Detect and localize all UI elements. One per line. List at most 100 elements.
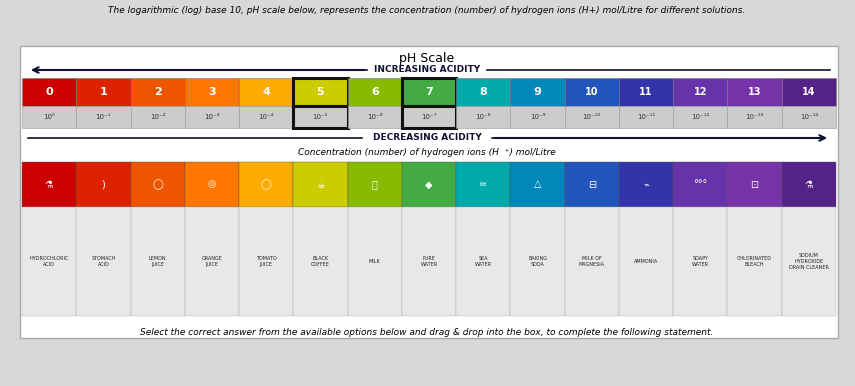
Bar: [348, 106, 402, 128]
Bar: [510, 106, 564, 128]
Text: ⊡: ⊡: [751, 179, 758, 190]
Text: 10⁻⁴: 10⁻⁴: [258, 114, 274, 120]
Bar: [619, 78, 673, 106]
Bar: [456, 207, 510, 316]
Bar: [239, 106, 293, 128]
Text: SEA
WATER: SEA WATER: [475, 256, 492, 267]
Text: 10⁻⁸: 10⁻⁸: [475, 114, 491, 120]
Text: BLACK
COFFEE: BLACK COFFEE: [311, 256, 330, 267]
Bar: [510, 207, 564, 316]
Bar: [131, 207, 185, 316]
Text: ◯: ◯: [152, 179, 163, 190]
Text: 14: 14: [802, 87, 816, 97]
Bar: [185, 162, 239, 207]
Text: 10⁻²: 10⁻²: [150, 114, 166, 120]
Text: 11: 11: [640, 87, 653, 97]
Bar: [402, 78, 456, 106]
Text: ☕: ☕: [316, 179, 325, 190]
Text: 10⁻¹⁴: 10⁻¹⁴: [799, 114, 818, 120]
Text: 10⁻¹¹: 10⁻¹¹: [637, 114, 655, 120]
Bar: [781, 106, 836, 128]
Text: °°°: °°°: [693, 179, 707, 190]
Bar: [728, 207, 781, 316]
Text: TOMATO
JUICE: TOMATO JUICE: [256, 256, 276, 267]
Bar: [348, 78, 402, 106]
Bar: [185, 78, 239, 106]
Bar: [22, 78, 76, 106]
Text: 10⁻³: 10⁻³: [204, 114, 220, 120]
Text: 10⁻⁶: 10⁻⁶: [367, 114, 382, 120]
Bar: [619, 162, 673, 207]
Bar: [456, 106, 510, 128]
Text: BAKING
SODA: BAKING SODA: [528, 256, 547, 267]
Bar: [293, 106, 348, 128]
Text: SODIUM
HYDROXIDE
DRAIN CLEANER: SODIUM HYDROXIDE DRAIN CLEANER: [789, 253, 828, 270]
Bar: [76, 162, 131, 207]
Bar: [22, 162, 76, 207]
Bar: [728, 162, 781, 207]
Bar: [619, 207, 673, 316]
Bar: [456, 162, 510, 207]
Text: ◆: ◆: [425, 179, 433, 190]
Bar: [185, 106, 239, 128]
Bar: [728, 106, 781, 128]
Bar: [510, 78, 564, 106]
Text: 10⁻¹: 10⁻¹: [96, 114, 111, 120]
Bar: [293, 207, 348, 316]
Text: 10⁻¹³: 10⁻¹³: [746, 114, 764, 120]
Text: HYDROCHLORIC
ACID: HYDROCHLORIC ACID: [29, 256, 68, 267]
Bar: [402, 207, 456, 316]
Bar: [239, 207, 293, 316]
Text: 12: 12: [693, 87, 707, 97]
Text: 0: 0: [45, 87, 53, 97]
Bar: [22, 106, 76, 128]
Bar: [76, 78, 131, 106]
Text: 🥛: 🥛: [372, 179, 378, 190]
Text: SOAPY
WATER: SOAPY WATER: [692, 256, 709, 267]
Bar: [131, 106, 185, 128]
Bar: [673, 78, 728, 106]
Text: ⌁: ⌁: [643, 179, 649, 190]
Text: ⚗: ⚗: [44, 179, 54, 190]
Bar: [131, 162, 185, 207]
Text: 10⁰: 10⁰: [44, 114, 55, 120]
Bar: [76, 106, 131, 128]
Text: 10⁻⁵: 10⁻⁵: [313, 114, 328, 120]
Bar: [564, 78, 619, 106]
Bar: [564, 162, 619, 207]
Bar: [619, 106, 673, 128]
Text: The logarithmic (log) base 10, pH scale below, represents the concentration (num: The logarithmic (log) base 10, pH scale …: [109, 6, 746, 15]
Text: MILK OF
MAGNESIA: MILK OF MAGNESIA: [579, 256, 604, 267]
Text: pH Scale: pH Scale: [399, 52, 455, 65]
Text: PURE
WATER: PURE WATER: [421, 256, 438, 267]
Bar: [22, 207, 76, 316]
Text: INCREASING ACIDITY: INCREASING ACIDITY: [374, 66, 480, 74]
Text: 13: 13: [748, 87, 761, 97]
Bar: [781, 78, 836, 106]
Bar: [185, 207, 239, 316]
Text: 10: 10: [585, 87, 598, 97]
Text: 7: 7: [425, 87, 433, 97]
Text: 10⁻⁷: 10⁻⁷: [422, 114, 437, 120]
Bar: [293, 78, 348, 106]
Bar: [131, 78, 185, 106]
Text: ⊟: ⊟: [587, 179, 596, 190]
Text: 10⁻¹²: 10⁻¹²: [691, 114, 710, 120]
Bar: [348, 162, 402, 207]
Bar: [564, 207, 619, 316]
Text: ORANGE
JUICE: ORANGE JUICE: [202, 256, 222, 267]
Text: Concentration (number) of hydrogen ions (H  ⁺) mol/Litre: Concentration (number) of hydrogen ions …: [298, 148, 556, 157]
Text: MILK: MILK: [369, 259, 380, 264]
Text: 1: 1: [99, 87, 107, 97]
Bar: [781, 162, 836, 207]
Text: ): ): [102, 179, 105, 190]
Bar: [781, 207, 836, 316]
Bar: [402, 106, 456, 128]
Bar: [510, 162, 564, 207]
Text: CHLORINATED
BLEACH: CHLORINATED BLEACH: [737, 256, 772, 267]
Text: AMMONIA: AMMONIA: [634, 259, 658, 264]
Bar: [456, 78, 510, 106]
Text: 10⁻⁹: 10⁻⁹: [530, 114, 545, 120]
Bar: [239, 162, 293, 207]
Bar: [293, 162, 348, 207]
